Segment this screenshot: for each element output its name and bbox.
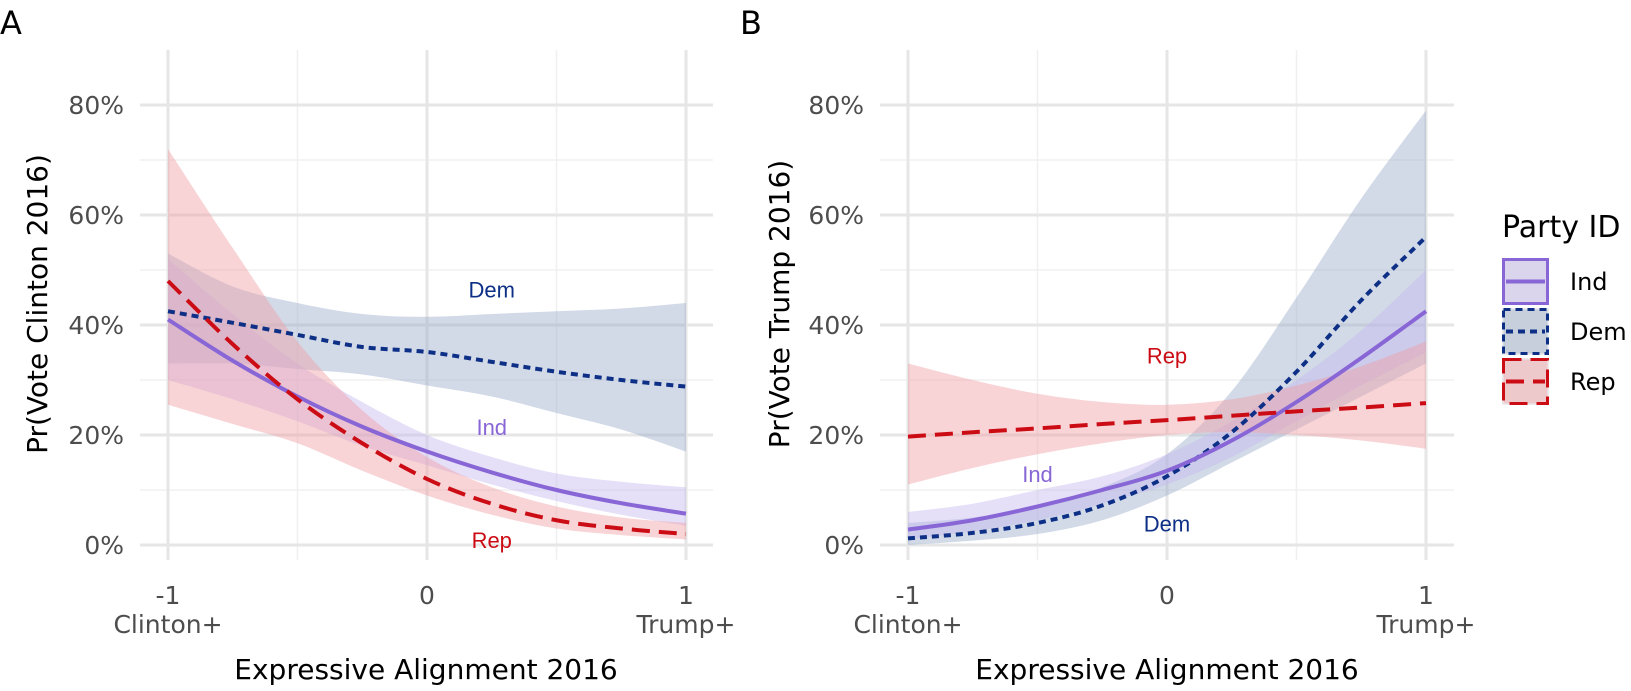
x-tick-sublabel: Clinton+: [853, 610, 962, 639]
y-tick-label: 40%: [68, 311, 124, 340]
annotation-dem: Dem: [469, 278, 515, 303]
series-line-ind: [166, 317, 687, 516]
x-tick-label: 0: [1159, 581, 1175, 610]
y-tick-label: 80%: [68, 91, 124, 120]
series-line-dem: [167, 309, 687, 389]
x-tick-label: 0: [419, 581, 435, 610]
annotation-rep: Rep: [472, 528, 512, 553]
confidence-band-dem: [908, 110, 1426, 545]
x-tick-label: -1: [156, 581, 181, 610]
panel-a-tag: A: [0, 4, 22, 42]
legend-keys: Ind Dem Rep: [1502, 258, 1627, 405]
y-tick-label: 40%: [808, 311, 864, 340]
y-tick-label: 60%: [68, 201, 124, 230]
series-line-rep: [166, 279, 687, 536]
series-line-dem: [907, 235, 1428, 541]
panel-b-series-lines: [907, 235, 1428, 541]
annotation-ind: Ind: [1022, 462, 1053, 487]
panel-a-xlabel: Expressive Alignment 2016: [234, 653, 617, 686]
x-tick-sublabel: Trump+: [1376, 610, 1476, 639]
panel-a-ylabel: Pr(Vote Clinton 2016): [21, 154, 54, 454]
panel-a-annotations: Dem Ind Rep: [469, 278, 515, 553]
y-tick-label: 0%: [824, 531, 864, 560]
panel-b-annotations: Rep Ind Dem: [1022, 344, 1190, 537]
y-tick-label: 20%: [68, 421, 124, 450]
annotation-dem: Dem: [1144, 511, 1190, 536]
legend-title: Party ID: [1502, 210, 1620, 245]
confidence-band-rep: [168, 149, 686, 540]
legend: Party ID Ind Dem Rep: [1502, 210, 1627, 405]
series-line-ind: [907, 309, 1428, 532]
panel-a-grid: [140, 50, 713, 560]
panel-b-tag: B: [740, 4, 762, 42]
panel-a-series-lines: [166, 279, 687, 536]
x-tick-sublabel: Trump+: [636, 610, 736, 639]
series-line-rep: [907, 401, 1427, 439]
panel-b-xlabel: Expressive Alignment 2016: [975, 653, 1358, 686]
panel-b-confidence-bands: [908, 110, 1426, 545]
x-tick-label: 1: [1418, 581, 1434, 610]
y-tick-label: 60%: [808, 201, 864, 230]
panel-b-ylabel: Pr(Vote Trump 2016): [763, 160, 796, 448]
x-tick-label: -1: [896, 581, 921, 610]
annotation-rep: Rep: [1147, 344, 1187, 369]
y-tick-label: 80%: [808, 91, 864, 120]
y-tick-label: 20%: [808, 421, 864, 450]
confidence-band-ind: [168, 259, 686, 526]
confidence-band-ind: [908, 270, 1426, 540]
legend-label-ind: Ind: [1570, 268, 1608, 296]
panel-a-confidence-bands: [168, 149, 686, 540]
annotation-ind: Ind: [476, 415, 507, 440]
panel-b-grid: [880, 50, 1454, 560]
legend-label-rep: Rep: [1570, 368, 1616, 396]
legend-label-dem: Dem: [1570, 318, 1627, 346]
confidence-band-dem: [168, 253, 686, 452]
x-tick-label: 1: [678, 581, 694, 610]
y-tick-label: 0%: [84, 531, 124, 560]
x-tick-sublabel: Clinton+: [113, 610, 222, 639]
confidence-band-rep: [908, 341, 1426, 485]
